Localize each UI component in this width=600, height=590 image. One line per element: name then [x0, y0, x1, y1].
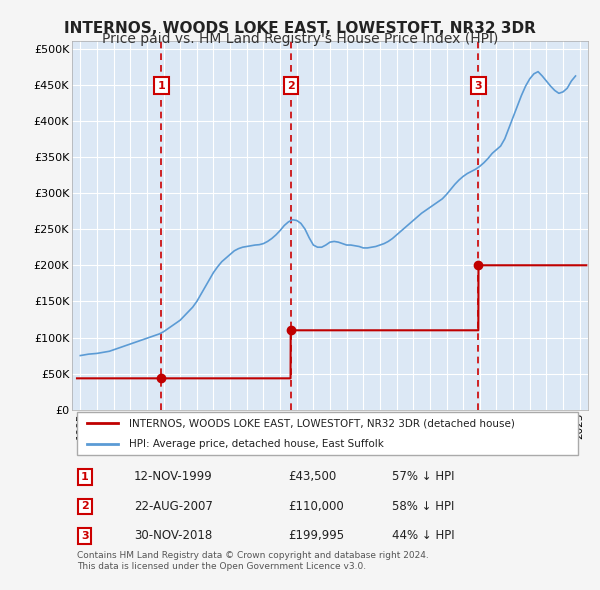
Text: Contains HM Land Registry data © Crown copyright and database right 2024.
This d: Contains HM Land Registry data © Crown c… [77, 552, 429, 571]
Text: HPI: Average price, detached house, East Suffolk: HPI: Average price, detached house, East… [129, 439, 383, 449]
Text: 3: 3 [81, 531, 89, 541]
Text: 2: 2 [81, 502, 89, 512]
Text: 57% ↓ HPI: 57% ↓ HPI [392, 470, 454, 483]
Text: 12-NOV-1999: 12-NOV-1999 [134, 470, 212, 483]
Text: 58% ↓ HPI: 58% ↓ HPI [392, 500, 454, 513]
Text: Price paid vs. HM Land Registry's House Price Index (HPI): Price paid vs. HM Land Registry's House … [102, 32, 498, 47]
Text: 44% ↓ HPI: 44% ↓ HPI [392, 529, 455, 542]
FancyBboxPatch shape [77, 412, 578, 455]
Text: £199,995: £199,995 [289, 529, 345, 542]
Text: 3: 3 [475, 80, 482, 90]
Text: £43,500: £43,500 [289, 470, 337, 483]
Text: 1: 1 [81, 472, 89, 482]
Text: 22-AUG-2007: 22-AUG-2007 [134, 500, 213, 513]
Text: 2: 2 [287, 80, 295, 90]
Text: £110,000: £110,000 [289, 500, 344, 513]
Text: INTERNOS, WOODS LOKE EAST, LOWESTOFT, NR32 3DR: INTERNOS, WOODS LOKE EAST, LOWESTOFT, NR… [64, 21, 536, 35]
Text: 1: 1 [158, 80, 165, 90]
Text: 30-NOV-2018: 30-NOV-2018 [134, 529, 212, 542]
Text: INTERNOS, WOODS LOKE EAST, LOWESTOFT, NR32 3DR (detached house): INTERNOS, WOODS LOKE EAST, LOWESTOFT, NR… [129, 418, 515, 428]
